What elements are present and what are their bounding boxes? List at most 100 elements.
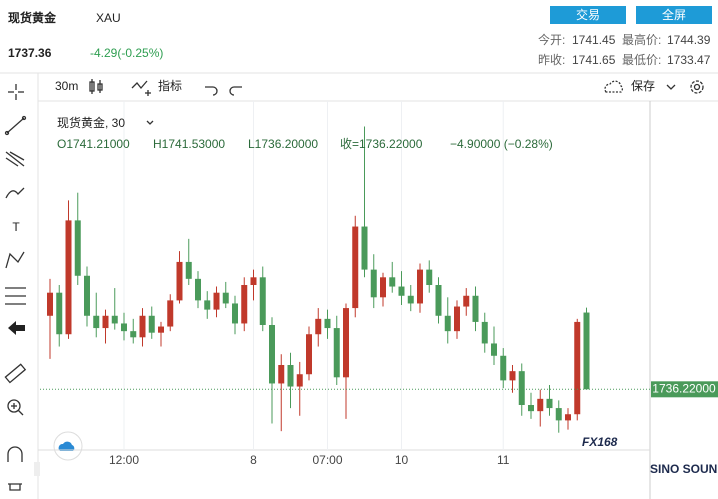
x-tick-label: 07:00 xyxy=(312,453,342,467)
candle-body xyxy=(296,374,303,387)
candle-body xyxy=(204,300,211,310)
candle-body xyxy=(148,315,155,333)
candle-body xyxy=(444,315,451,332)
candle-body xyxy=(167,300,174,327)
legend-menu-icon[interactable] xyxy=(146,120,154,125)
candle-body xyxy=(111,315,118,324)
undo-icon[interactable] xyxy=(205,86,218,96)
text-tool[interactable]: T xyxy=(12,220,20,234)
candle-body xyxy=(259,277,266,325)
candle-body xyxy=(139,315,146,338)
back-tool[interactable] xyxy=(8,321,25,335)
measure-tool[interactable] xyxy=(5,287,26,305)
candle-body xyxy=(472,295,479,322)
candle-body xyxy=(574,321,581,415)
fullscreen-button[interactable] xyxy=(636,6,712,24)
candle-body xyxy=(352,226,359,309)
candle-body xyxy=(56,292,63,335)
legend-value: H1741.53000 xyxy=(153,137,225,151)
candle-body xyxy=(315,318,322,335)
stat-value: 1741.65 xyxy=(572,53,616,67)
crosshair-tool[interactable] xyxy=(8,84,24,100)
candle-body xyxy=(278,365,285,384)
candle-body xyxy=(102,315,109,329)
chart-type-icon[interactable] xyxy=(89,79,103,94)
candle-body xyxy=(47,292,53,316)
candle-body xyxy=(537,398,544,412)
x-tick-label: 11 xyxy=(497,453,510,467)
ohlc-legend: O1741.21000 H1741.53000 L1736.20000 收=1736.… xyxy=(57,137,553,151)
candle-body xyxy=(232,303,238,324)
fullscreen-button-label[interactable]: 全屏 xyxy=(662,7,686,22)
candle-body xyxy=(241,285,248,324)
candle-body xyxy=(287,365,294,387)
trade-button[interactable] xyxy=(550,6,626,24)
legend-value: −4.90000 (−0.28%) xyxy=(450,137,553,151)
last-price-label: 1736.22000 xyxy=(652,381,716,395)
candle-body xyxy=(380,277,386,298)
candle-body xyxy=(481,321,488,344)
stat-value: 1741.45 xyxy=(572,33,616,47)
cloud-icon[interactable] xyxy=(604,80,623,93)
candle-body xyxy=(583,312,590,390)
indicator-icon[interactable] xyxy=(131,80,151,96)
candle-body xyxy=(185,261,192,279)
candle-body xyxy=(250,277,257,285)
candle-body xyxy=(74,220,81,276)
interval-button[interactable]: 30m xyxy=(55,79,78,93)
stat-label: 昨收: xyxy=(538,53,565,67)
candle-body xyxy=(407,295,414,304)
chart-legend-title: 现货黄金, 30 xyxy=(57,115,125,130)
pattern-tool[interactable] xyxy=(5,251,25,269)
candle-body xyxy=(324,318,331,329)
ruler-tool[interactable] xyxy=(4,363,27,384)
candle-body xyxy=(435,285,442,316)
drawing-tools: T xyxy=(4,84,27,491)
legend-value: O1741.21000 xyxy=(57,137,130,151)
save-menu-icon[interactable] xyxy=(666,84,676,90)
trendline-tool[interactable] xyxy=(4,115,27,136)
candle-body xyxy=(546,398,553,409)
fib-tool[interactable] xyxy=(5,151,25,167)
candle-body xyxy=(509,371,516,381)
stat-label: 今开: xyxy=(538,32,565,47)
candle-body xyxy=(130,331,137,338)
candle-body xyxy=(361,226,368,270)
candle-body xyxy=(463,295,470,307)
indicators-button[interactable]: 指标 xyxy=(158,78,182,93)
instrument-name: 现货黄金 xyxy=(8,10,57,25)
candle-body xyxy=(518,371,525,405)
x-tick-label: 8 xyxy=(250,453,257,467)
candle-body xyxy=(370,269,377,298)
candle-body xyxy=(555,408,562,421)
settings-icon[interactable] xyxy=(690,80,704,94)
candle-body xyxy=(398,286,405,296)
candle-body xyxy=(84,275,90,316)
zoom-tool[interactable] xyxy=(7,399,24,416)
brush-tool[interactable] xyxy=(5,187,25,199)
candle-body xyxy=(333,328,340,378)
candle-body xyxy=(306,334,312,375)
collapse-handle[interactable] xyxy=(34,462,40,476)
x-tick-label: 10 xyxy=(395,453,409,467)
candle-body xyxy=(176,261,183,301)
magnet-tool[interactable] xyxy=(7,446,23,462)
candle-body xyxy=(158,326,164,333)
candle-body xyxy=(454,306,460,332)
candle-body xyxy=(491,343,497,356)
candle-body xyxy=(213,292,220,310)
candle-body xyxy=(500,355,507,381)
candle-body xyxy=(426,269,433,285)
stat-label: 最高价: xyxy=(622,32,661,47)
settings-icon xyxy=(693,83,701,91)
candle-body xyxy=(121,323,127,332)
cloud-badge-icon xyxy=(58,441,75,451)
redo-icon[interactable] xyxy=(229,86,242,96)
trash-tool[interactable] xyxy=(8,483,22,491)
candle-body xyxy=(222,292,229,304)
trade-button-label[interactable]: 交易 xyxy=(576,7,600,22)
save-button[interactable]: 保存 xyxy=(631,79,655,93)
